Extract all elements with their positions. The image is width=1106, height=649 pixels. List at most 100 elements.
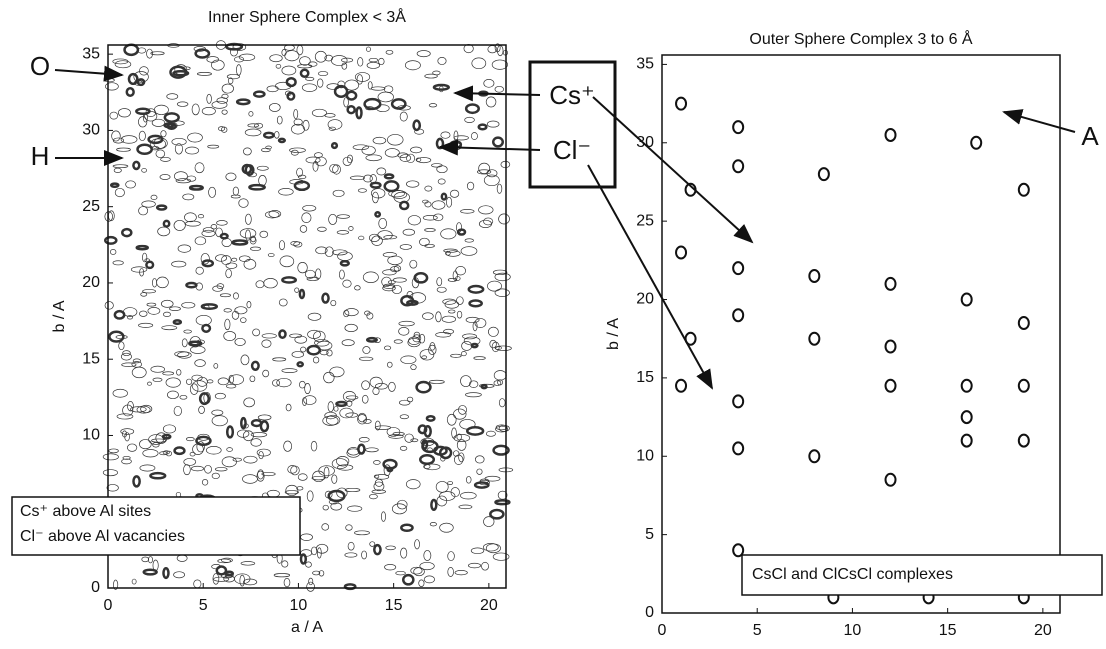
contour-texture	[372, 387, 380, 395]
contour-texture	[359, 356, 374, 361]
contour-texture	[294, 287, 300, 293]
contour-texture	[245, 213, 252, 225]
contour-texture	[488, 326, 499, 337]
contour-texture	[367, 81, 373, 90]
contour-texture	[163, 311, 171, 317]
contour-texture	[215, 565, 228, 576]
contour-texture	[302, 204, 317, 212]
contour-texture	[243, 258, 257, 270]
contour-texture	[471, 57, 487, 70]
contour-texture	[183, 464, 191, 476]
contour-texture	[446, 413, 457, 426]
contour-texture	[194, 236, 207, 246]
contour-texture	[112, 164, 129, 169]
contour-texture	[239, 255, 251, 262]
contour-peak	[808, 449, 821, 464]
contour-texture	[188, 184, 204, 191]
contour-texture	[306, 581, 315, 592]
contour-texture	[354, 285, 361, 291]
contour-texture	[243, 397, 255, 408]
contour-texture	[335, 400, 348, 408]
x-tick-label: 5	[753, 622, 762, 639]
contour-texture	[268, 210, 282, 218]
contour-texture	[321, 292, 330, 304]
contour-texture	[446, 196, 453, 208]
contour-texture	[330, 142, 339, 150]
contour-texture	[383, 85, 394, 93]
contour-texture	[169, 120, 185, 126]
contour-texture	[281, 368, 298, 373]
contour-texture	[483, 78, 495, 88]
contour-texture	[365, 447, 379, 453]
contour-texture	[306, 276, 320, 281]
contour-texture	[327, 489, 346, 503]
contour-texture	[419, 349, 435, 361]
x-tick-label: 20	[1034, 622, 1052, 639]
contour-texture	[428, 379, 445, 384]
contour-texture	[487, 280, 502, 292]
contour-texture	[464, 116, 475, 123]
contour-texture	[447, 309, 456, 314]
contour-texture	[483, 516, 495, 527]
contour-texture	[236, 429, 250, 438]
contour-texture	[272, 379, 280, 387]
contour-texture	[339, 407, 354, 419]
contour-peak	[1017, 433, 1030, 448]
contour-texture	[331, 249, 348, 256]
contour-texture	[383, 235, 398, 240]
contour-texture	[378, 217, 387, 229]
contour-texture	[447, 551, 455, 562]
contour-peak	[884, 472, 897, 487]
contour-texture	[293, 241, 303, 248]
contour-texture	[405, 479, 421, 490]
contour-texture	[117, 108, 131, 118]
contour-texture	[399, 154, 412, 162]
contour-texture	[431, 163, 443, 168]
contour-texture	[221, 109, 228, 115]
contour-peak	[884, 378, 897, 393]
contour-texture	[289, 147, 306, 153]
contour-texture	[347, 541, 355, 551]
contour-texture	[232, 457, 242, 462]
contour-texture	[454, 570, 468, 576]
contour-texture	[195, 435, 212, 447]
contour-texture	[248, 111, 254, 117]
contour-texture	[436, 495, 448, 507]
contour-texture	[181, 338, 188, 348]
contour-texture	[393, 339, 403, 344]
contour-texture	[181, 301, 196, 309]
contour-texture	[276, 377, 292, 388]
contour-texture	[108, 210, 115, 222]
contour-texture	[421, 355, 428, 360]
contour-texture	[479, 479, 490, 486]
contour-texture	[172, 319, 183, 326]
arrow	[1002, 109, 1076, 133]
contour-texture	[161, 325, 178, 331]
contour-texture	[169, 306, 181, 312]
contour-texture	[167, 390, 179, 400]
plot-frame	[661, 54, 1061, 614]
contour-texture	[413, 567, 425, 577]
contour-texture	[336, 214, 350, 219]
contour-peak	[884, 127, 897, 142]
contour-texture	[428, 103, 438, 108]
contour-texture	[290, 241, 301, 246]
contour-texture	[387, 134, 404, 146]
contour-texture	[283, 577, 291, 588]
contour-texture	[151, 438, 167, 443]
contour-texture	[208, 186, 217, 198]
contour-peak	[732, 261, 745, 276]
contour-texture	[436, 286, 447, 293]
contour-texture	[326, 349, 333, 357]
contour-texture	[423, 575, 435, 584]
contour-texture	[414, 539, 420, 550]
contour-texture	[299, 225, 308, 233]
contour-texture	[245, 229, 251, 241]
contour-texture	[374, 420, 381, 431]
contour-texture	[390, 266, 400, 273]
contour-texture	[265, 145, 272, 150]
contour-texture	[198, 405, 205, 414]
x-tick-label: 15	[385, 597, 403, 614]
contour-texture	[296, 361, 305, 368]
